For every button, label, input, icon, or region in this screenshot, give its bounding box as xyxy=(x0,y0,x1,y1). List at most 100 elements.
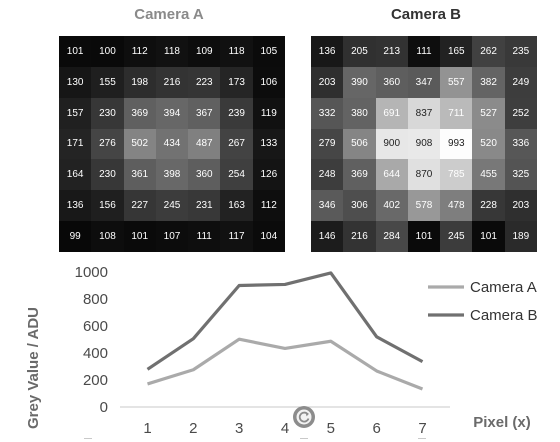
y-tick-label: 0 xyxy=(100,399,108,416)
pixel-value-cell: 276 xyxy=(91,128,124,160)
pixel-value-cell: 164 xyxy=(59,159,92,191)
pixel-value-cell: 711 xyxy=(440,97,473,129)
pixel-value-cell: 235 xyxy=(504,36,537,67)
camera-a-pixel-grid: 101 100 112 118 109 118 105 130 155 198 216 223 173 1… xyxy=(59,36,285,252)
pixel-value-cell: 130 xyxy=(59,66,92,98)
pixel-value-cell: 136 xyxy=(59,190,92,222)
pixel-value-cell: 101 xyxy=(407,221,441,252)
pixel-value-cell: 502 xyxy=(123,128,156,160)
pixel-value-cell: 107 xyxy=(155,221,189,252)
pixel-value-cell: 112 xyxy=(123,36,156,67)
pixel-value-cell: 101 xyxy=(123,221,156,252)
pixel-value-cell: 360 xyxy=(375,66,408,98)
pixel-value-cell: 118 xyxy=(220,36,253,67)
pixel-value-cell: 165 xyxy=(440,36,473,67)
pixel-value-cell: 228 xyxy=(472,190,505,222)
pixel-value-cell: 402 xyxy=(375,190,408,222)
pixel-value-cell: 111 xyxy=(188,221,221,252)
pixel-value-cell: 267 xyxy=(220,128,253,160)
pixel-value-cell: 245 xyxy=(440,221,473,252)
pixel-value-cell: 173 xyxy=(220,66,253,98)
pixel-value-cell: 785 xyxy=(440,159,473,191)
decorative-dash xyxy=(300,438,308,439)
pixel-value-cell: 506 xyxy=(343,128,376,160)
pixel-value-cell: 108 xyxy=(91,221,124,252)
pixel-value-cell: 216 xyxy=(155,66,189,98)
y-tick-label: 800 xyxy=(83,291,108,308)
pixel-value-cell: 284 xyxy=(375,221,408,252)
pixel-value-cell: 133 xyxy=(252,128,285,160)
pixel-value-cell: 455 xyxy=(472,159,505,191)
x-tick-label: 2 xyxy=(189,420,197,437)
pixel-value-cell: 908 xyxy=(407,128,441,160)
pixel-value-cell: 252 xyxy=(504,97,537,129)
pixel-value-cell: 254 xyxy=(220,159,253,191)
pixel-value-cell: 227 xyxy=(123,190,156,222)
pixel-value-cell: 332 xyxy=(311,97,344,129)
camera-a-title: Camera A xyxy=(134,6,204,23)
pixel-value-cell: 156 xyxy=(91,190,124,222)
pixel-value-cell: 346 xyxy=(311,190,344,222)
pixel-value-cell: 900 xyxy=(375,128,408,160)
x-tick-label: 5 xyxy=(327,420,335,437)
pixel-value-cell: 157 xyxy=(59,97,92,129)
pixel-value-cell: 279 xyxy=(311,128,344,160)
series-line xyxy=(147,337,424,391)
decorative-dash xyxy=(84,438,92,439)
pixel-value-cell: 487 xyxy=(188,128,221,160)
pixel-value-cell: 230 xyxy=(91,159,124,191)
pixel-value-cell: 99 xyxy=(59,221,92,252)
pixel-value-cell: 136 xyxy=(311,36,344,67)
pixel-value-cell: 205 xyxy=(343,36,376,67)
pixel-value-cell: 163 xyxy=(220,190,253,222)
pixel-value-cell: 126 xyxy=(252,159,285,191)
pixel-value-cell: 213 xyxy=(375,36,408,67)
pixel-value-cell: 398 xyxy=(155,159,189,191)
pixel-value-cell: 155 xyxy=(91,66,124,98)
pixel-value-cell: 837 xyxy=(407,97,441,129)
refresh-icon[interactable] xyxy=(293,406,315,428)
pixel-value-cell: 644 xyxy=(375,159,408,191)
pixel-value-cell: 390 xyxy=(343,66,376,98)
pixel-value-cell: 239 xyxy=(220,97,253,129)
legend-label: Camera A xyxy=(470,279,537,296)
pixel-value-cell: 369 xyxy=(343,159,376,191)
x-tick-label: 1 xyxy=(143,420,151,437)
decorative-dash xyxy=(418,438,426,439)
chart-axes: 0 200 400 600 800 1000 1 2 3 4 5 6 7 xyxy=(75,264,450,437)
x-tick-label: 7 xyxy=(418,420,426,437)
pixel-value-cell: 146 xyxy=(311,221,344,252)
pixel-value-cell: 230 xyxy=(91,97,124,129)
series-line xyxy=(146,271,424,371)
y-tick-label: 200 xyxy=(83,372,108,389)
pixel-value-cell: 520 xyxy=(472,128,505,160)
pixel-value-cell: 361 xyxy=(123,159,156,191)
pixel-value-cell: 106 xyxy=(252,66,285,98)
pixel-value-cell: 101 xyxy=(472,221,505,252)
pixel-value-cell: 434 xyxy=(155,128,189,160)
pixel-value-cell: 325 xyxy=(504,159,537,191)
pixel-value-cell: 367 xyxy=(188,97,221,129)
pixel-value-cell: 117 xyxy=(220,221,253,252)
pixel-value-cell: 248 xyxy=(311,159,344,191)
pixel-value-cell: 249 xyxy=(504,66,537,98)
pixel-value-cell: 527 xyxy=(472,97,505,129)
pixel-value-cell: 245 xyxy=(155,190,189,222)
pixel-value-cell: 691 xyxy=(375,97,408,129)
legend-label: Camera B xyxy=(470,307,538,324)
x-tick-label: 6 xyxy=(372,420,380,437)
pixel-value-cell: 216 xyxy=(343,221,376,252)
pixel-value-cell: 478 xyxy=(440,190,473,222)
pixel-value-cell: 557 xyxy=(440,66,473,98)
pixel-value-cell: 203 xyxy=(311,66,344,98)
pixel-value-cell: 100 xyxy=(91,36,124,67)
pixel-value-cell: 171 xyxy=(59,128,92,160)
pixel-value-cell: 231 xyxy=(188,190,221,222)
pixel-value-cell: 112 xyxy=(252,190,285,222)
chart-lines xyxy=(146,271,424,391)
pixel-value-cell: 111 xyxy=(407,36,441,67)
pixel-value-cell: 203 xyxy=(504,190,537,222)
pixel-value-cell: 118 xyxy=(155,36,189,67)
pixel-value-cell: 119 xyxy=(252,97,285,129)
chart-legend: Camera A Camera B xyxy=(428,279,538,324)
